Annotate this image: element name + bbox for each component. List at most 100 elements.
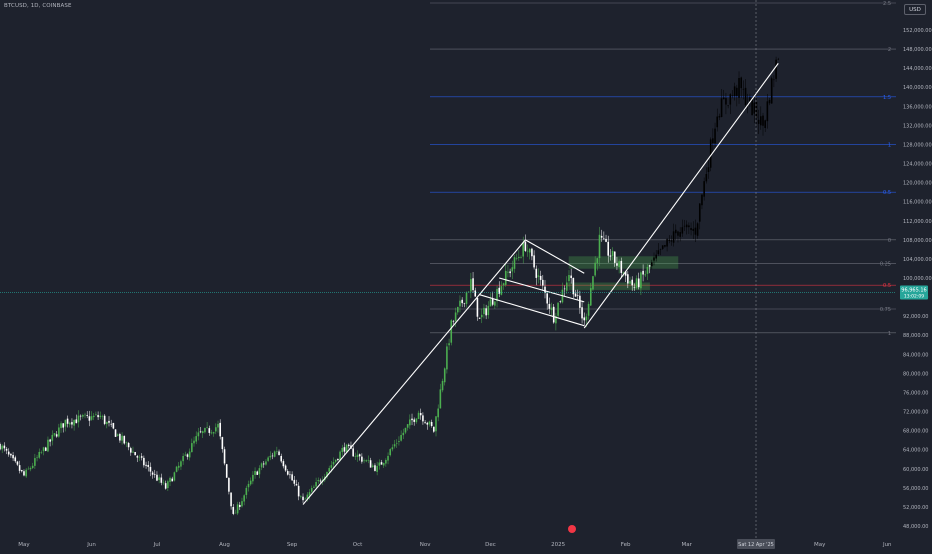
candle-body [136,456,139,458]
candle-body [716,116,719,128]
candle-body [367,460,370,461]
candle-body [720,98,723,118]
candle-body [657,250,660,255]
candle-body [637,278,640,288]
candle-body [557,302,559,316]
candle-body [411,418,413,421]
candle-body [733,86,736,97]
candle-body [66,418,69,424]
candle-body [515,258,518,259]
candle-body [151,472,154,475]
candle-body [282,461,285,467]
candle-body [751,97,753,116]
candle-body [34,458,36,466]
candle-body [694,227,697,235]
candle-body [522,242,524,257]
candle-body [114,429,117,437]
candle-body [101,416,104,417]
y-tick-label: 132,000.00 [903,123,932,129]
candle-body [585,316,588,321]
candle-body [84,414,86,416]
candle-body [731,95,734,96]
candle-body [435,416,437,432]
y-tick-label: 104,000.00 [903,257,932,263]
candle-body [712,138,714,144]
candle-body [341,447,344,453]
candle-body [382,462,385,466]
candle-body [121,435,123,441]
date-tag-box [737,539,775,549]
candle-body [635,278,638,288]
candle-body [143,457,145,466]
fib-level-label: 2.5 [883,1,891,7]
candle-body [18,465,21,471]
candle-body [297,485,300,497]
candle-body [572,277,575,295]
candle-body [389,449,392,456]
candle-body [461,299,463,304]
candle-body [681,227,684,234]
candle-body [145,464,147,466]
candle-body [653,257,655,261]
candle-body [777,58,780,60]
candle-body [228,477,230,492]
candle-body [550,307,553,311]
candle-body [16,461,19,465]
y-tick-label: 72,000.00 [903,410,928,416]
candle-body [419,413,422,416]
candle-body [616,263,618,266]
trend-line [583,63,779,329]
candle-body [592,276,594,290]
candle-body [140,456,143,458]
candle-body [496,288,498,302]
candle-body [378,462,381,466]
candle-body [249,480,252,485]
candle-body [260,463,263,468]
y-tick-label: 92,000.00 [903,314,928,320]
candle-body [380,462,383,465]
candle-body [398,441,400,442]
candle-body [7,451,10,455]
candle-body [589,288,592,306]
candle-body [404,427,407,433]
candle-body [88,416,91,421]
candle-body [651,262,653,267]
candle-body [234,512,237,514]
candle-body [245,487,248,495]
fib-level-label: 0.5 [883,283,891,289]
event-marker-icon [568,525,576,533]
crosshair [0,0,896,538]
x-tick-label: May [18,542,30,548]
candle-body [463,302,466,304]
x-tick-label: Jul [153,542,161,548]
candle-body [659,249,662,250]
candle-body [467,291,470,293]
candle-body [500,286,503,295]
candle-body [683,225,686,227]
fib-level-label: 0 [888,238,891,244]
candle-body [354,456,357,457]
candle-body [365,460,368,462]
candle-body [465,292,468,304]
candle-body [252,474,254,482]
candle-body [153,474,156,475]
candle-body [95,414,97,415]
candle-body [474,290,477,297]
candle-body [223,449,226,464]
support-zone [568,256,679,269]
y-tick-label: 116,000.00 [903,200,932,206]
candle-body [171,478,174,482]
fib-levels: 2.5 2 1.5 1 0.5 0 0.25 0.5 0.75 1 [430,1,896,337]
candle-body [661,245,664,249]
candle-body [75,419,78,424]
candle-body [156,474,158,481]
candle-body [215,427,217,432]
candle-body [448,343,450,346]
y-tick-label: 84,000.00 [903,352,928,358]
candle-body [317,480,320,482]
candle-body [21,470,23,472]
currency-button[interactable]: USD [904,4,926,15]
candle-body [173,472,176,481]
